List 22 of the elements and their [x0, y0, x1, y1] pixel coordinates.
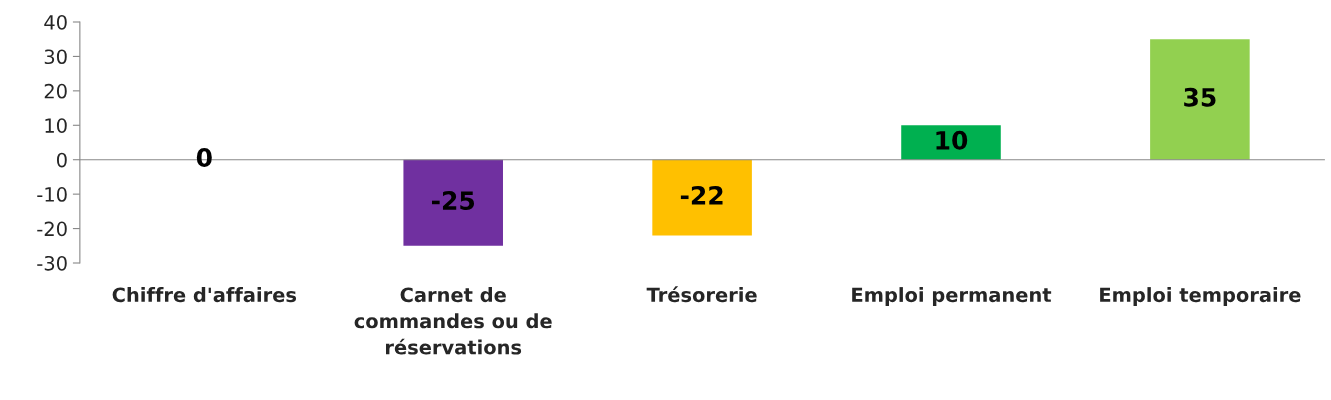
- bar: [403, 159, 503, 246]
- x-tick-label: Carnet de commandes ou de réservations: [354, 287, 552, 355]
- data-label: 0: [196, 148, 212, 167]
- x-tick-label: Emploi permanent: [852, 287, 1052, 306]
- x-tick-label: Emploi temporaire: [1100, 287, 1301, 306]
- y-tick-label: -20: [37, 221, 67, 237]
- data-label: -22: [680, 185, 723, 205]
- bar: [901, 125, 1001, 160]
- y-tick-label: 30: [44, 49, 67, 65]
- x-tick-label: Chiffre d'affaires: [112, 287, 297, 303]
- x-tick-label: Trésorerie: [646, 286, 757, 303]
- y-tick-label: -30: [37, 255, 67, 271]
- y-tick-label: 10: [45, 118, 67, 133]
- y-tick-label: 40: [44, 14, 67, 30]
- bar: [652, 159, 752, 236]
- bar: [1150, 39, 1250, 160]
- data-label: 10: [936, 130, 968, 150]
- y-tick-label: 0: [56, 152, 67, 168]
- data-label: 35: [1184, 87, 1216, 107]
- data-label: -25: [431, 191, 475, 210]
- y-tick-label: -10: [37, 187, 67, 202]
- y-tick-label: 20: [44, 83, 67, 99]
